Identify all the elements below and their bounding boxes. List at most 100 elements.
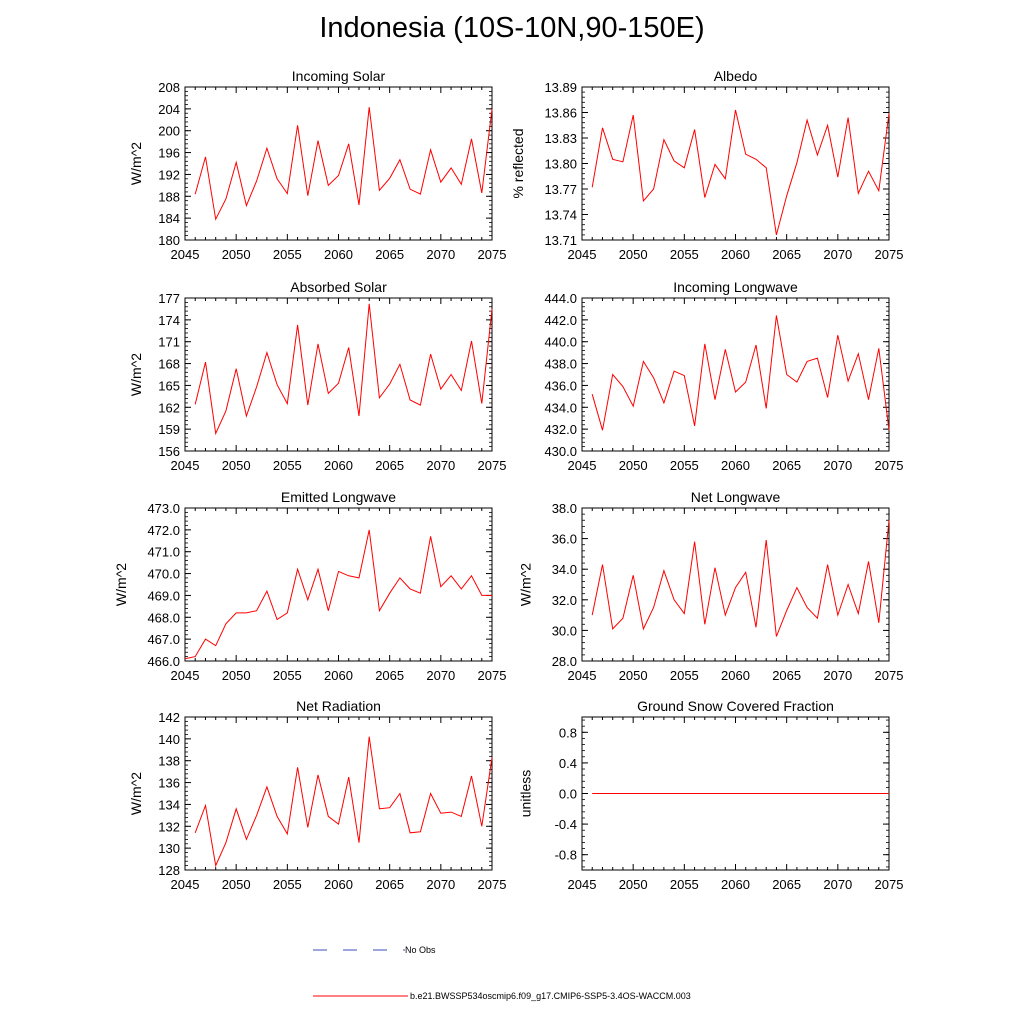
y-axis-label: W/m^2 — [128, 353, 144, 396]
x-tick-label: 2065 — [772, 247, 801, 262]
x-tick-label: 2050 — [619, 877, 648, 892]
plot-frame — [184, 297, 493, 452]
y-tick-label: 138 — [158, 754, 180, 769]
series-line — [591, 520, 890, 637]
x-tick-label: 2050 — [222, 247, 251, 262]
x-tick-label: 2070 — [426, 247, 455, 262]
panel-title: Ground Snow Covered Fraction — [637, 698, 834, 714]
y-tick-label: 13.71 — [544, 233, 577, 248]
y-tick-label: 13.86 — [544, 106, 577, 121]
y-tick-label: 430.0 — [544, 444, 577, 459]
y-axis-label: % reflected — [510, 128, 526, 198]
x-tick-label: 2070 — [823, 458, 852, 473]
x-tick-label: 2075 — [478, 458, 507, 473]
series-line — [184, 529, 492, 660]
panel-title: Incoming Solar — [292, 68, 386, 84]
x-tick-label: 2050 — [619, 458, 648, 473]
series-line — [591, 109, 890, 236]
panel-emitted-longwave: 2045 2050 2055 2060 2065 2070 2075 466.0 467.0 46… — [113, 489, 506, 683]
y-tick-label: 36.0 — [552, 532, 577, 547]
panel-absorbed-solar: 2045 2050 2055 2060 2065 2070 2075 156 159 162 165… — [128, 279, 507, 473]
x-tick-label: 2055 — [670, 458, 699, 473]
x-tick-label: 2060 — [721, 877, 750, 892]
y-tick-label: 162 — [158, 400, 180, 415]
x-tick-label: 2075 — [875, 247, 904, 262]
y-tick-label: 208 — [158, 80, 180, 95]
panel-title: Emitted Longwave — [281, 489, 396, 505]
x-tick-label: 2065 — [772, 877, 801, 892]
y-tick-label: 180 — [158, 233, 180, 248]
x-tick-label: 2045 — [171, 458, 200, 473]
y-tick-label: 136 — [158, 776, 180, 791]
y-tick-label: 438.0 — [544, 357, 577, 372]
y-tick-label: 200 — [158, 124, 180, 139]
y-tick-label: 140 — [158, 732, 180, 747]
y-axis-label: W/m^2 — [128, 772, 144, 815]
x-tick-label: 2050 — [222, 458, 251, 473]
x-tick-label: 2045 — [568, 668, 597, 683]
plot-frame — [581, 507, 890, 662]
y-tick-label: 32.0 — [552, 593, 577, 608]
panel-ground-snow-covered-fraction: 2045 2050 2055 2060 2065 2070 2075 -0.8 -0.4 0.0 0… — [517, 698, 903, 892]
y-tick-label: 473.0 — [147, 501, 180, 516]
y-tick-label: 188 — [158, 189, 180, 204]
y-tick-label: 196 — [158, 146, 180, 161]
panel-net-radiation: 2045 2050 2055 2060 2065 2070 2075 128 130 132 134… — [128, 698, 507, 892]
y-tick-label: 466.0 — [147, 654, 180, 669]
panel-incoming-longwave: 2045 2050 2055 2060 2065 2070 2075 430.0 432.0 43… — [544, 279, 903, 473]
panel-net-longwave: 2045 2050 2055 2060 2065 2070 2075 28.0 30.0 32.0… — [517, 489, 903, 683]
x-tick-label: 2065 — [375, 877, 404, 892]
plot-frame — [184, 86, 493, 241]
x-tick-label: 2050 — [619, 668, 648, 683]
y-tick-label: 174 — [158, 313, 180, 328]
y-tick-label: -0.8 — [555, 848, 577, 863]
y-axis-label: unitless — [517, 770, 533, 817]
x-tick-label: 2060 — [721, 247, 750, 262]
y-tick-label: 440.0 — [544, 335, 577, 350]
y-tick-label: 432.0 — [544, 422, 577, 437]
y-axis-label: W/m^2 — [113, 563, 129, 606]
panel-albedo: 2045 2050 2055 2060 2065 2070 2075 13.71 13.74 13… — [510, 68, 903, 262]
x-tick-label: 2050 — [222, 877, 251, 892]
x-tick-label: 2055 — [273, 668, 302, 683]
x-tick-label: 2055 — [273, 458, 302, 473]
x-tick-label: 2075 — [875, 877, 904, 892]
x-tick-label: 2055 — [670, 247, 699, 262]
x-tick-label: 2045 — [171, 668, 200, 683]
x-tick-label: 2065 — [772, 668, 801, 683]
y-tick-label: 13.80 — [544, 157, 577, 172]
y-tick-label: 177 — [158, 291, 180, 306]
series-line — [591, 315, 890, 431]
y-tick-label: 434.0 — [544, 400, 577, 415]
y-tick-label: -0.4 — [555, 817, 577, 832]
x-tick-label: 2050 — [222, 668, 251, 683]
y-tick-label: 30.0 — [552, 623, 577, 638]
x-tick-label: 2075 — [478, 247, 507, 262]
y-tick-label: 171 — [158, 335, 180, 350]
y-tick-label: 134 — [158, 797, 180, 812]
x-tick-label: 2045 — [568, 247, 597, 262]
x-tick-label: 2065 — [375, 247, 404, 262]
x-tick-label: 2055 — [670, 668, 699, 683]
x-tick-label: 2045 — [171, 247, 200, 262]
y-tick-label: 470.0 — [147, 567, 180, 582]
y-tick-label: 168 — [158, 357, 180, 372]
x-tick-label: 2055 — [273, 247, 302, 262]
y-tick-label: 469.0 — [147, 588, 180, 603]
x-tick-label: 2070 — [823, 247, 852, 262]
y-tick-label: 165 — [158, 378, 180, 393]
y-tick-label: 13.74 — [544, 208, 577, 223]
x-tick-label: 2065 — [375, 668, 404, 683]
y-tick-label: 156 — [158, 444, 180, 459]
y-tick-label: 444.0 — [544, 291, 577, 306]
x-tick-label: 2060 — [721, 668, 750, 683]
x-tick-label: 2060 — [324, 668, 353, 683]
y-tick-label: 128 — [158, 863, 180, 878]
y-tick-label: 472.0 — [147, 523, 180, 538]
y-tick-label: 13.77 — [544, 182, 577, 197]
y-tick-label: 184 — [158, 211, 180, 226]
y-tick-label: 159 — [158, 422, 180, 437]
x-tick-label: 2060 — [721, 458, 750, 473]
